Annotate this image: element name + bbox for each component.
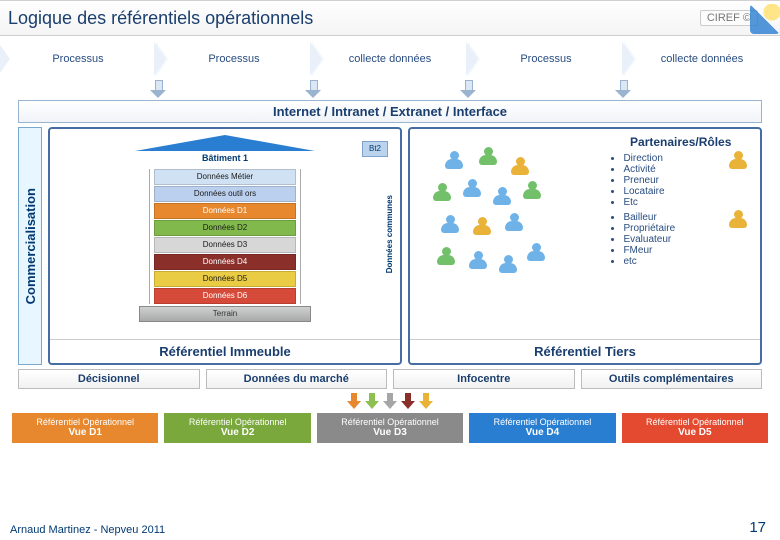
down-arrow-icon: .xe9b238::before{background:#e9b238}.xe9… [420, 393, 432, 409]
operational-ref: Référentiel OpérationnelVue D1 [12, 413, 158, 443]
down-arrow-icon: .xe7882e::before{background:#e7882e}.xe7… [348, 393, 360, 409]
panel-immeuble-title: Référentiel Immeuble [50, 339, 400, 363]
person-icon [726, 151, 750, 175]
people-cluster [418, 135, 599, 337]
down-arrows [80, 80, 700, 98]
operational-row: Référentiel OpérationnelVue D1Référentie… [12, 413, 768, 443]
building-layer: Données D6 [154, 288, 296, 304]
person-icon [462, 179, 482, 199]
batiment2-label: Bt2 [362, 141, 388, 157]
down-arrow-icon [306, 80, 320, 98]
person-icon [432, 183, 452, 203]
person-icon [726, 210, 750, 234]
role-item: etc [623, 256, 752, 267]
info-box: Outils complémentaires [581, 369, 763, 389]
person-icon [444, 151, 464, 171]
down-arrow-icon: .x8b2f2b::before{background:#8b2f2b}.x8b… [402, 393, 414, 409]
down-arrow-icon: .xa6a6a6::before{background:#a6a6a6}.xa6… [384, 393, 396, 409]
process-arrow: Processus [0, 42, 156, 76]
process-arrow: Processus [156, 42, 312, 76]
role-item: Preneur [623, 175, 752, 186]
info-box: Décisionnel [18, 369, 200, 389]
operational-ref: Référentiel OpérationnelVue D3 [317, 413, 463, 443]
person-icon [478, 147, 498, 167]
commercialisation-label: Commercialisation [18, 127, 42, 365]
building-layer: Données D2 [154, 220, 296, 236]
donnees-communes-label: Données communes [385, 195, 394, 273]
person-icon [504, 213, 524, 233]
page-title: Logique des référentiels opérationnels [8, 8, 313, 29]
building-layer: Données D3 [154, 237, 296, 253]
process-arrow: Processus [468, 42, 624, 76]
person-icon [522, 181, 542, 201]
title-bar: Logique des référentiels opérationnels C… [0, 0, 780, 36]
person-icon [472, 217, 492, 237]
corner-decoration [750, 4, 780, 34]
building-layer: Données D4 [154, 254, 296, 270]
operational-ref: Référentiel OpérationnelVue D5 [622, 413, 768, 443]
building-layer: Données D5 [154, 271, 296, 287]
role-item: Locataire [623, 186, 752, 197]
person-icon [440, 215, 460, 235]
batiment1-label: Bâtiment 1 [202, 153, 248, 163]
role-item: Etc [623, 197, 752, 208]
internet-bar: Internet / Intranet / Extranet / Interfa… [18, 100, 762, 123]
building-layer: Données outil ors [154, 186, 296, 202]
panel-tiers: Partenaires/Rôles DirectionActivitéPrene… [408, 127, 762, 365]
page-number: 17 [749, 519, 766, 536]
info-row: Décisionnel Données du marchéInfocentre Ou… [18, 369, 762, 389]
person-icon [526, 243, 546, 263]
process-arrow: collecte données [312, 42, 468, 76]
person-icon [468, 251, 488, 271]
down-arrow-icon [616, 80, 630, 98]
building-diagram: Bâtiment 1 Bt2 Données MétierDonnées out… [58, 135, 392, 337]
color-arrows: .xe7882e::before{background:#e7882e}.xe7… [0, 393, 780, 409]
down-arrow-icon [151, 80, 165, 98]
info-box: Infocentre [393, 369, 575, 389]
role-item: Evaluateur [623, 234, 752, 245]
operational-ref: Référentiel OpérationnelVue D4 [469, 413, 615, 443]
process-arrow: collecte données [624, 42, 780, 76]
operational-ref: Référentiel OpérationnelVue D2 [164, 413, 310, 443]
role-item: FMeur [623, 245, 752, 256]
person-icon [498, 255, 518, 275]
process-row: ProcessusProcessuscollecte donnéesProces… [0, 42, 780, 76]
person-icon [492, 187, 512, 207]
building-layer: Données D1 [154, 203, 296, 219]
person-icon [436, 247, 456, 267]
roles-title: Partenaires/Rôles [609, 135, 752, 149]
down-arrow-icon [461, 80, 475, 98]
down-arrow-icon: .x8cc152::before{background:#8cc152}.x8c… [366, 393, 378, 409]
terrain-label: Terrain [139, 306, 311, 322]
roles-list: Partenaires/Rôles DirectionActivitéPrene… [609, 135, 752, 337]
panel-tiers-title: Référentiel Tiers [410, 339, 760, 363]
building-layer: Données Métier [154, 169, 296, 185]
info-box: Données du marché [206, 369, 388, 389]
person-icon [510, 157, 530, 177]
footer-author: Arnaud Martinez - Nepveu 2011 [10, 524, 165, 536]
panel-immeuble: Bâtiment 1 Bt2 Données MétierDonnées out… [48, 127, 402, 365]
